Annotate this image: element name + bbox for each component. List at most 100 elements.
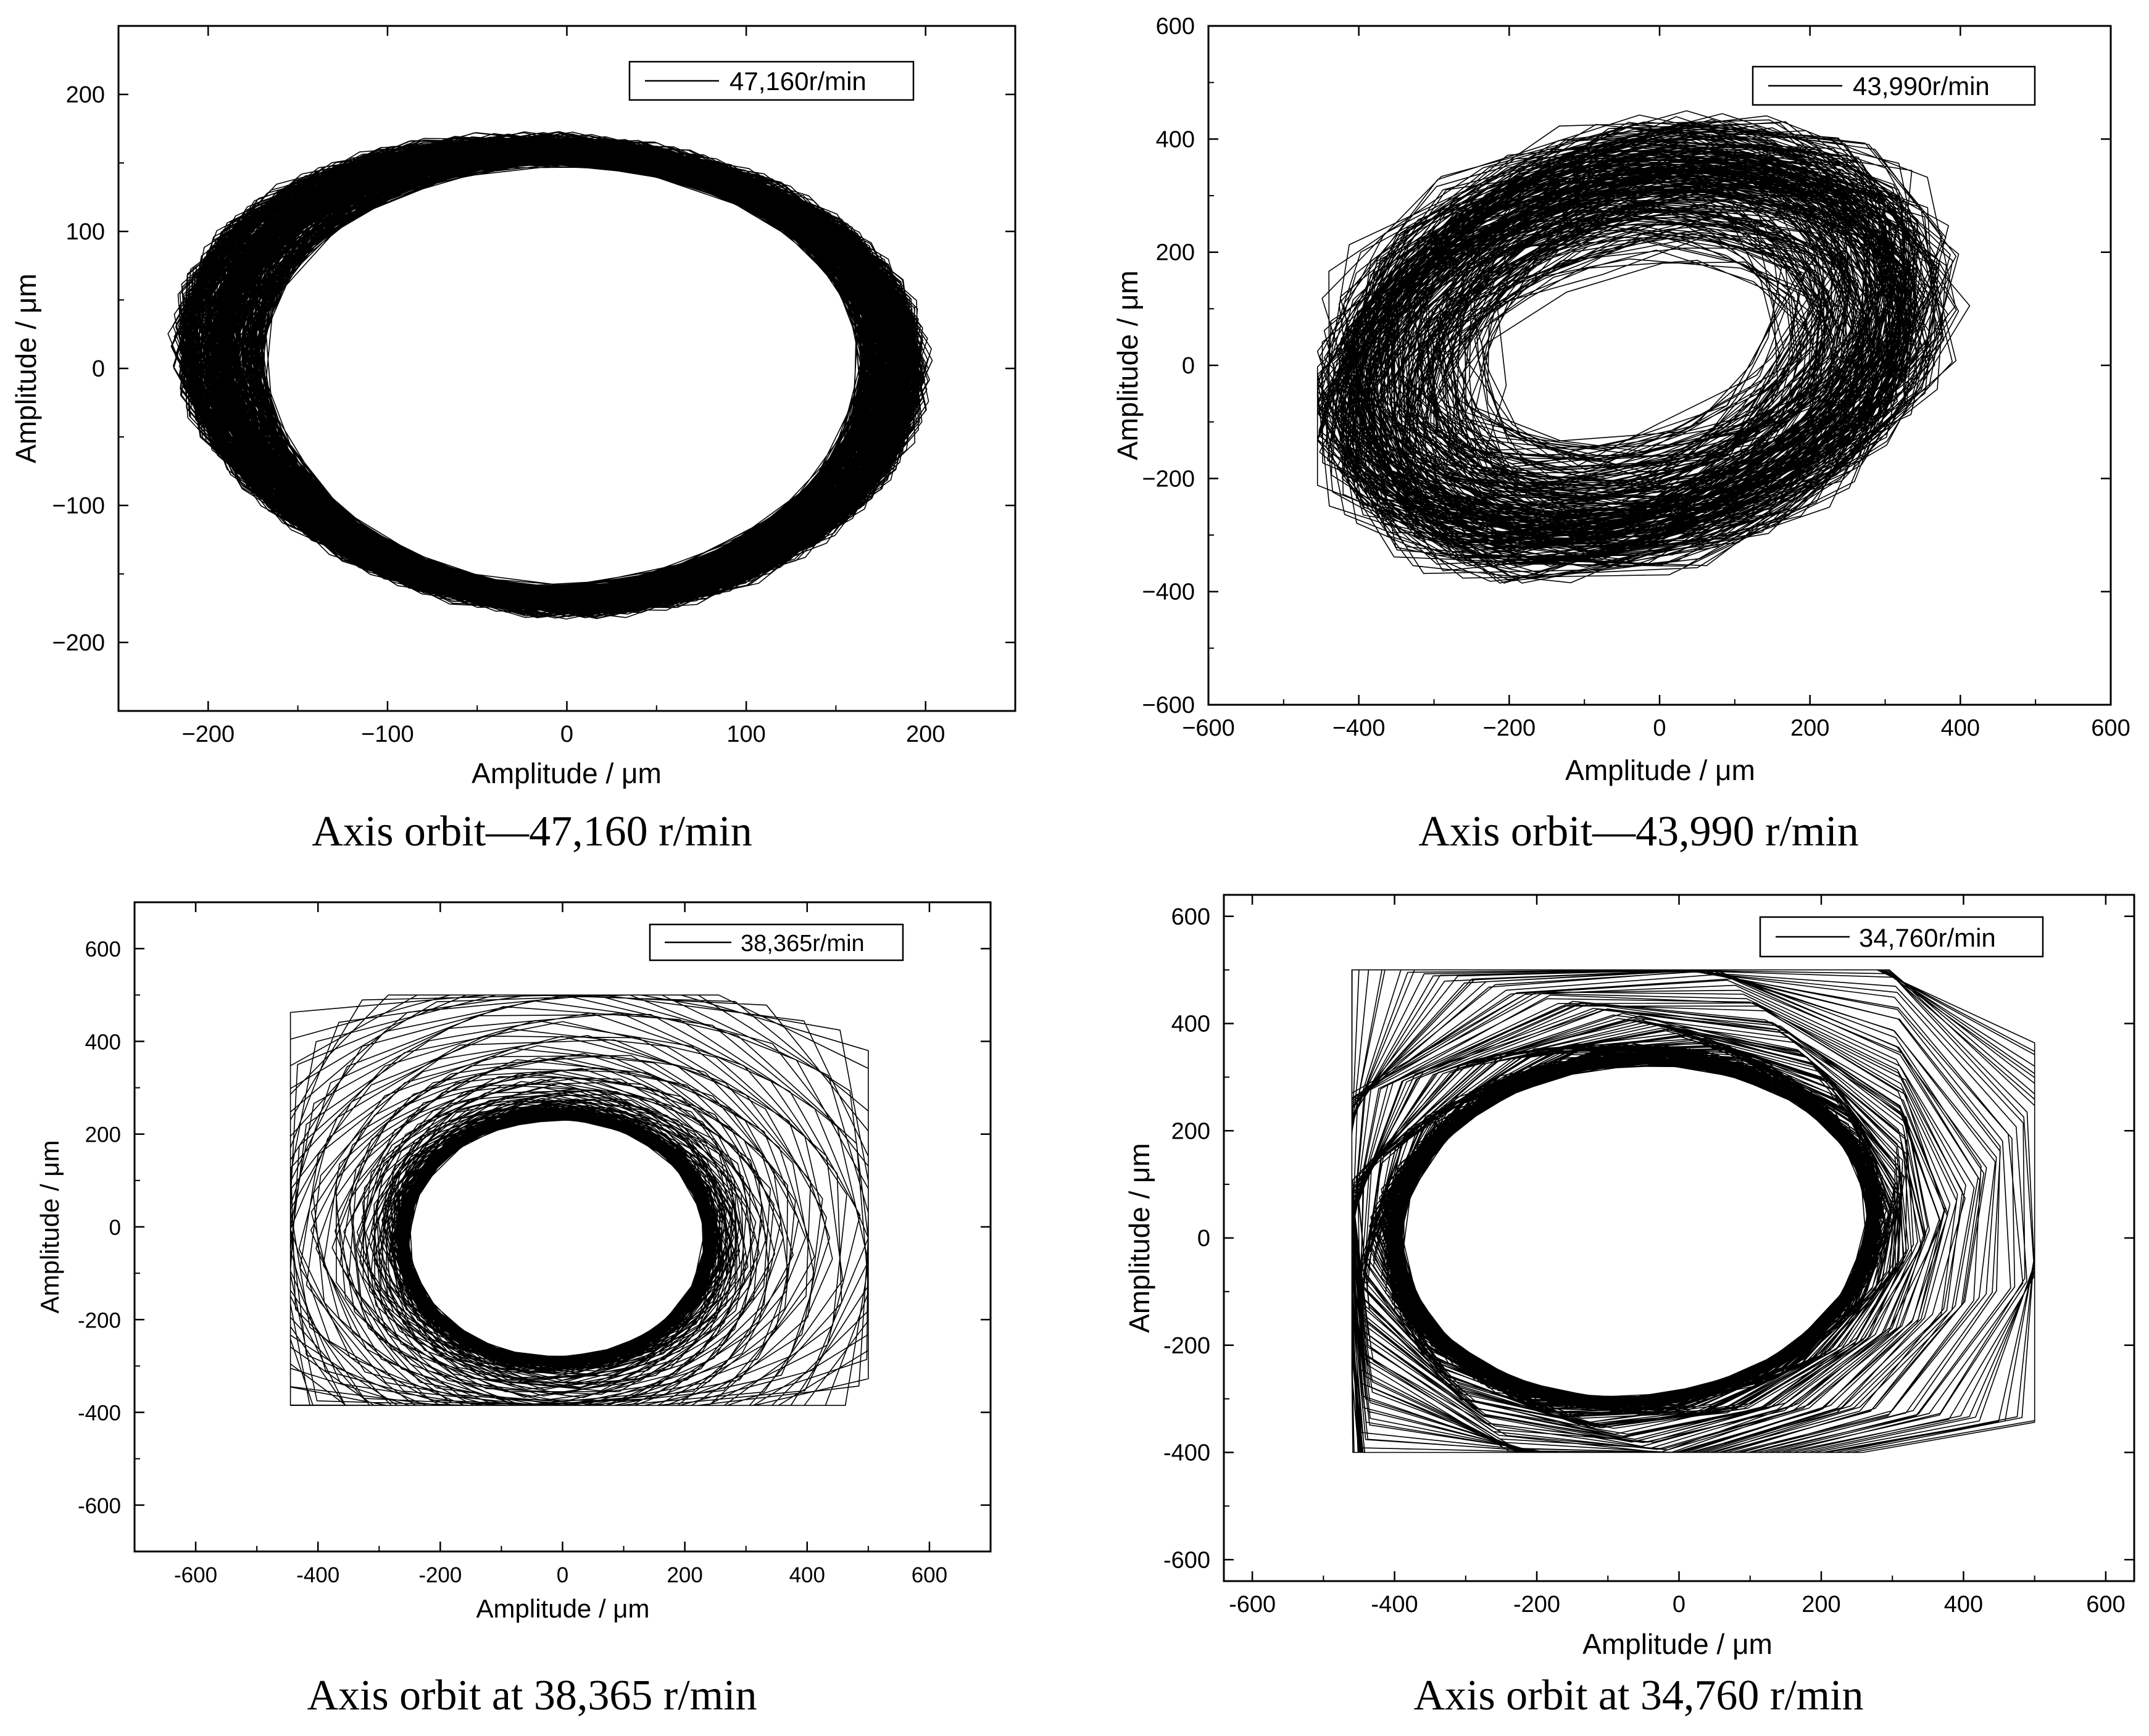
- y-tick-label: -200: [78, 1308, 121, 1332]
- legend-label: 47,160r/min: [729, 67, 867, 96]
- y-tick-label: −100: [52, 493, 105, 519]
- x-tick-label: 400: [1944, 1592, 1983, 1618]
- x-tick-label: 400: [1941, 715, 1980, 741]
- x-axis-label: Amplitude / μm: [472, 757, 662, 789]
- x-tick-label: 100: [726, 721, 765, 747]
- y-tick-label: 200: [1156, 240, 1195, 266]
- x-tick-label: 200: [1790, 715, 1829, 741]
- caption-bottom-right: Axis orbit at 34,760 r/min: [1413, 1672, 1864, 1719]
- x-tick-label: 200: [1802, 1592, 1840, 1618]
- y-tick-label: 200: [1171, 1118, 1210, 1144]
- y-axis-label: Amplitude / μm: [35, 1140, 64, 1314]
- y-tick-label: 600: [1171, 904, 1210, 930]
- axis-ticks: [118, 26, 1015, 711]
- x-tick-label: -600: [1229, 1592, 1276, 1618]
- y-tick-label: -200: [1163, 1333, 1210, 1359]
- orbit-trace: [1351, 969, 2035, 1453]
- orbit-trace: [1316, 110, 1971, 584]
- legend: 34,760r/min: [1759, 916, 2044, 958]
- orbit-line: [289, 994, 869, 1406]
- y-axis-label: Amplitude / μm: [1123, 1143, 1155, 1333]
- plot-area: -600 -400 -200 0 200 400 600 -600 -400 -200 0 200 4…: [1123, 894, 2135, 1660]
- x-axis-label: Amplitude / μm: [1565, 754, 1755, 786]
- axis-ticks: [1207, 25, 2112, 706]
- plot-area: −600 −400 −200 0 200 400 600 −600 −400 −200 0 200 4…: [1112, 14, 2130, 786]
- x-tick-label: 0: [1653, 715, 1666, 741]
- y-tick-label: 0: [1182, 353, 1195, 379]
- x-tick-labels: −200 −100 0 100 200: [182, 721, 946, 747]
- y-tick-labels: -600 -400 -200 0 200 400 600: [78, 937, 121, 1518]
- x-tick-label: −200: [1483, 715, 1536, 741]
- plot-area: −200 −100 0 100 200 −200 −100 0 100 200 47,160r/…: [10, 25, 1016, 789]
- y-tick-label: 600: [85, 937, 121, 961]
- y-tick-label: −200: [52, 630, 105, 656]
- x-tick-label: −400: [1332, 715, 1386, 741]
- x-tick-label: 400: [789, 1563, 825, 1587]
- y-tick-label: 200: [66, 82, 105, 108]
- y-tick-label: 400: [1156, 127, 1195, 152]
- y-tick-labels: −600 −400 −200 0 200 400 600: [1142, 14, 1195, 718]
- legend: 43,990r/min: [1752, 65, 2036, 106]
- x-tick-label: 0: [557, 1563, 568, 1587]
- y-tick-labels: −200 −100 0 100 200: [52, 82, 105, 656]
- caption-top-right: Axis orbit—43,990 r/min: [1418, 808, 1859, 855]
- x-tick-label: 0: [560, 721, 573, 747]
- x-tick-label: -200: [1513, 1592, 1560, 1618]
- y-tick-label: -600: [78, 1494, 121, 1518]
- y-tick-label: −200: [1142, 466, 1195, 492]
- y-tick-label: -600: [1163, 1547, 1210, 1573]
- x-tick-label: −600: [1182, 715, 1235, 741]
- legend: 47,160r/min: [628, 60, 915, 101]
- caption-top-left: Axis orbit—47,160 r/min: [312, 808, 752, 855]
- x-axis-label: Amplitude / μm: [476, 1594, 650, 1623]
- x-tick-label: 600: [2091, 715, 2130, 741]
- x-tick-label: −200: [182, 721, 235, 747]
- x-tick-label: -200: [418, 1563, 462, 1587]
- y-tick-label: 400: [1171, 1011, 1210, 1037]
- y-tick-label: 0: [1197, 1226, 1210, 1252]
- y-tick-label: 100: [66, 219, 105, 245]
- x-tick-label: -400: [296, 1563, 339, 1587]
- y-tick-label: −600: [1142, 692, 1195, 718]
- orbit-line: [167, 131, 933, 620]
- y-tick-label: −400: [1142, 579, 1195, 605]
- legend-label: 38,365r/min: [741, 931, 865, 957]
- legend-box: [1759, 916, 2044, 958]
- legend: 38,365r/min: [649, 923, 904, 961]
- x-tick-label: 200: [906, 721, 945, 747]
- y-tick-label: 600: [1156, 14, 1195, 39]
- legend-label: 43,990r/min: [1853, 72, 1990, 101]
- axis-ticks: [135, 902, 991, 1551]
- x-tick-labels: -600 -400 -200 0 200 400 600: [174, 1563, 947, 1587]
- x-tick-labels: -600 -400 -200 0 200 400 600: [1229, 1592, 2126, 1618]
- legend-label: 34,760r/min: [1859, 923, 1996, 952]
- y-tick-label: 200: [85, 1123, 121, 1147]
- x-tick-label: 200: [667, 1563, 702, 1587]
- y-tick-label: 400: [85, 1030, 121, 1054]
- orbit-line: [1351, 969, 2035, 1453]
- axis-ticks: [1224, 895, 2134, 1581]
- y-tick-label: -400: [1163, 1440, 1210, 1466]
- y-tick-label: -400: [78, 1402, 121, 1426]
- y-axis-label: Amplitude / μm: [10, 273, 42, 463]
- x-tick-label: -400: [1371, 1592, 1418, 1618]
- x-tick-label: 0: [1673, 1592, 1686, 1618]
- orbit-line: [1316, 110, 1971, 584]
- x-tick-label: -600: [174, 1563, 217, 1587]
- y-tick-labels: -600 -400 -200 0 200 400 600: [1163, 904, 1210, 1574]
- x-axis-label: Amplitude / μm: [1582, 1628, 1773, 1660]
- plot-area: -600 -400 -200 0 200 400 600 -600 -400 -200 0 200 4…: [35, 901, 992, 1623]
- y-tick-label: 0: [92, 356, 105, 382]
- orbit-trace: [167, 131, 933, 620]
- orbit-trace: [289, 994, 869, 1406]
- x-tick-label: 600: [2086, 1592, 2125, 1618]
- y-tick-label: 0: [109, 1216, 121, 1240]
- x-tick-label: 600: [912, 1563, 947, 1587]
- x-tick-labels: −600 −400 −200 0 200 400 600: [1182, 715, 2130, 741]
- y-axis-label: Amplitude / μm: [1112, 270, 1144, 460]
